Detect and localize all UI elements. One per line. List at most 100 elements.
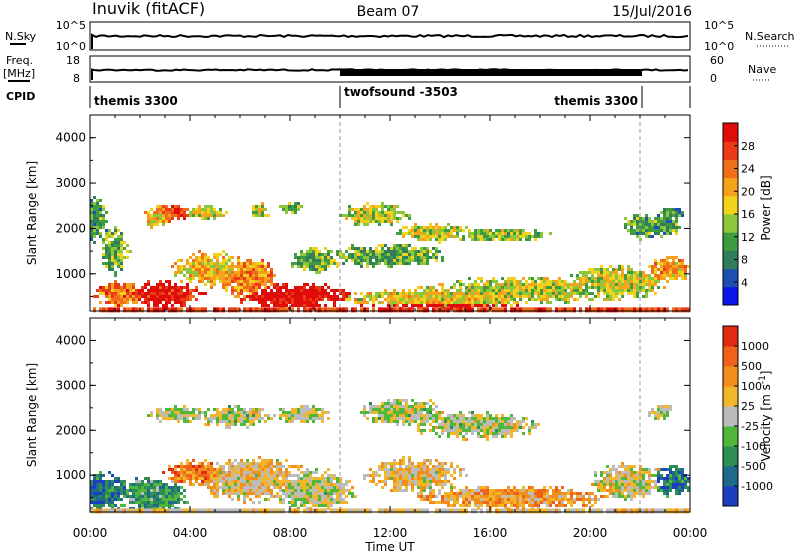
heatmap-cell <box>171 205 174 208</box>
heatmap-cell <box>216 492 219 495</box>
heatmap-cell <box>261 271 264 274</box>
heatmap-cell <box>153 295 156 298</box>
heatmap-cell <box>387 217 390 220</box>
heatmap-cell <box>558 292 561 295</box>
colorbar-swatch <box>723 196 738 215</box>
heatmap-cell <box>198 471 201 474</box>
heatmap-cell <box>468 295 471 298</box>
heatmap-cell <box>510 423 513 426</box>
heatmap-cell <box>540 492 543 495</box>
heatmap-cell <box>237 462 240 465</box>
heatmap-cell <box>468 229 471 232</box>
heatmap-cell <box>138 498 141 501</box>
heatmap-cell <box>579 495 582 498</box>
heatmap-cell <box>483 286 486 289</box>
heatmap-cell <box>528 501 531 504</box>
heatmap-cell <box>273 307 276 312</box>
heatmap-cell <box>405 262 408 265</box>
heatmap-cell <box>579 498 582 501</box>
heatmap-cell <box>180 498 183 501</box>
heatmap-cell <box>204 256 207 259</box>
heatmap-cell <box>441 232 444 235</box>
heatmap-cell <box>345 495 348 498</box>
nsky-tick-top: 10^5 <box>56 19 86 32</box>
heatmap-cell <box>174 414 177 417</box>
heatmap-cell <box>420 304 423 307</box>
heatmap-cell <box>117 229 120 232</box>
heatmap-cell <box>399 250 402 253</box>
heatmap-cell <box>471 417 474 420</box>
heatmap-cell <box>312 477 315 480</box>
heatmap-cell <box>303 477 306 480</box>
heatmap-cell <box>501 283 504 286</box>
heatmap-cell <box>246 462 249 465</box>
heatmap-cell <box>483 420 486 423</box>
heatmap-cell <box>315 301 318 304</box>
heatmap-cell <box>198 211 201 214</box>
heatmap-cell <box>495 414 498 417</box>
nsearch-label: N.Search <box>745 30 795 43</box>
heatmap-cell <box>444 298 447 301</box>
heatmap-cell <box>474 423 477 426</box>
heatmap-cell <box>432 426 435 429</box>
heatmap-cell <box>318 480 321 483</box>
heatmap-cell <box>177 217 180 220</box>
heatmap-cell <box>102 498 105 501</box>
heatmap-cell <box>324 477 327 480</box>
heatmap-cell <box>648 289 651 292</box>
heatmap-cell <box>225 483 228 486</box>
heatmap-cell <box>318 292 321 295</box>
heatmap-cell <box>654 268 657 271</box>
heatmap-cell <box>378 214 381 217</box>
heatmap-cell <box>531 486 534 489</box>
heatmap-cell <box>297 304 300 307</box>
heatmap-cell <box>135 289 138 292</box>
heatmap-cell <box>360 256 363 259</box>
heatmap-cell <box>204 211 207 214</box>
heatmap-cell <box>327 507 330 510</box>
heatmap-cell <box>225 280 228 283</box>
heatmap-cell <box>117 241 120 244</box>
heatmap-cell <box>240 474 243 477</box>
heatmap-cell <box>636 274 639 277</box>
heatmap-cell <box>381 486 384 489</box>
heatmap-cell <box>315 408 318 411</box>
heatmap-cell <box>510 429 513 432</box>
heatmap-cell <box>675 226 678 229</box>
heatmap-cell <box>384 217 387 220</box>
heatmap-cell <box>225 423 228 426</box>
heatmap-cell <box>261 280 264 283</box>
heatmap-cell <box>204 508 207 513</box>
heatmap-cell <box>546 289 549 292</box>
heatmap-cell <box>480 301 483 304</box>
heatmap-cell <box>300 411 303 414</box>
heatmap-cell <box>336 253 339 256</box>
heatmap-cell <box>318 489 321 492</box>
heatmap-cell <box>306 259 309 262</box>
heatmap-cell <box>429 468 432 471</box>
heatmap-cell <box>456 498 459 501</box>
heatmap-cell <box>126 298 129 301</box>
heatmap-cell <box>309 295 312 298</box>
heatmap-cell <box>213 474 216 477</box>
heatmap-cell <box>309 307 312 312</box>
heatmap-cell <box>450 495 453 498</box>
heatmap-cell <box>315 247 318 250</box>
heatmap-cell <box>459 420 462 423</box>
heatmap-cell <box>288 205 291 208</box>
heatmap-cell <box>645 235 648 238</box>
heatmap-cell <box>219 480 222 483</box>
heatmap-cell <box>141 492 144 495</box>
heatmap-cell <box>459 468 462 471</box>
heatmap-cell <box>681 262 684 265</box>
heatmap-cell <box>669 217 672 220</box>
heatmap-cell <box>279 498 282 501</box>
heatmap-cell <box>384 408 387 411</box>
heatmap-cell <box>255 289 258 292</box>
heatmap-cell <box>117 508 120 513</box>
heatmap-cell <box>303 298 306 301</box>
heatmap-cell <box>669 268 672 271</box>
heatmap-cell <box>96 229 99 232</box>
heatmap-cell <box>108 298 111 301</box>
heatmap-cell <box>378 411 381 414</box>
